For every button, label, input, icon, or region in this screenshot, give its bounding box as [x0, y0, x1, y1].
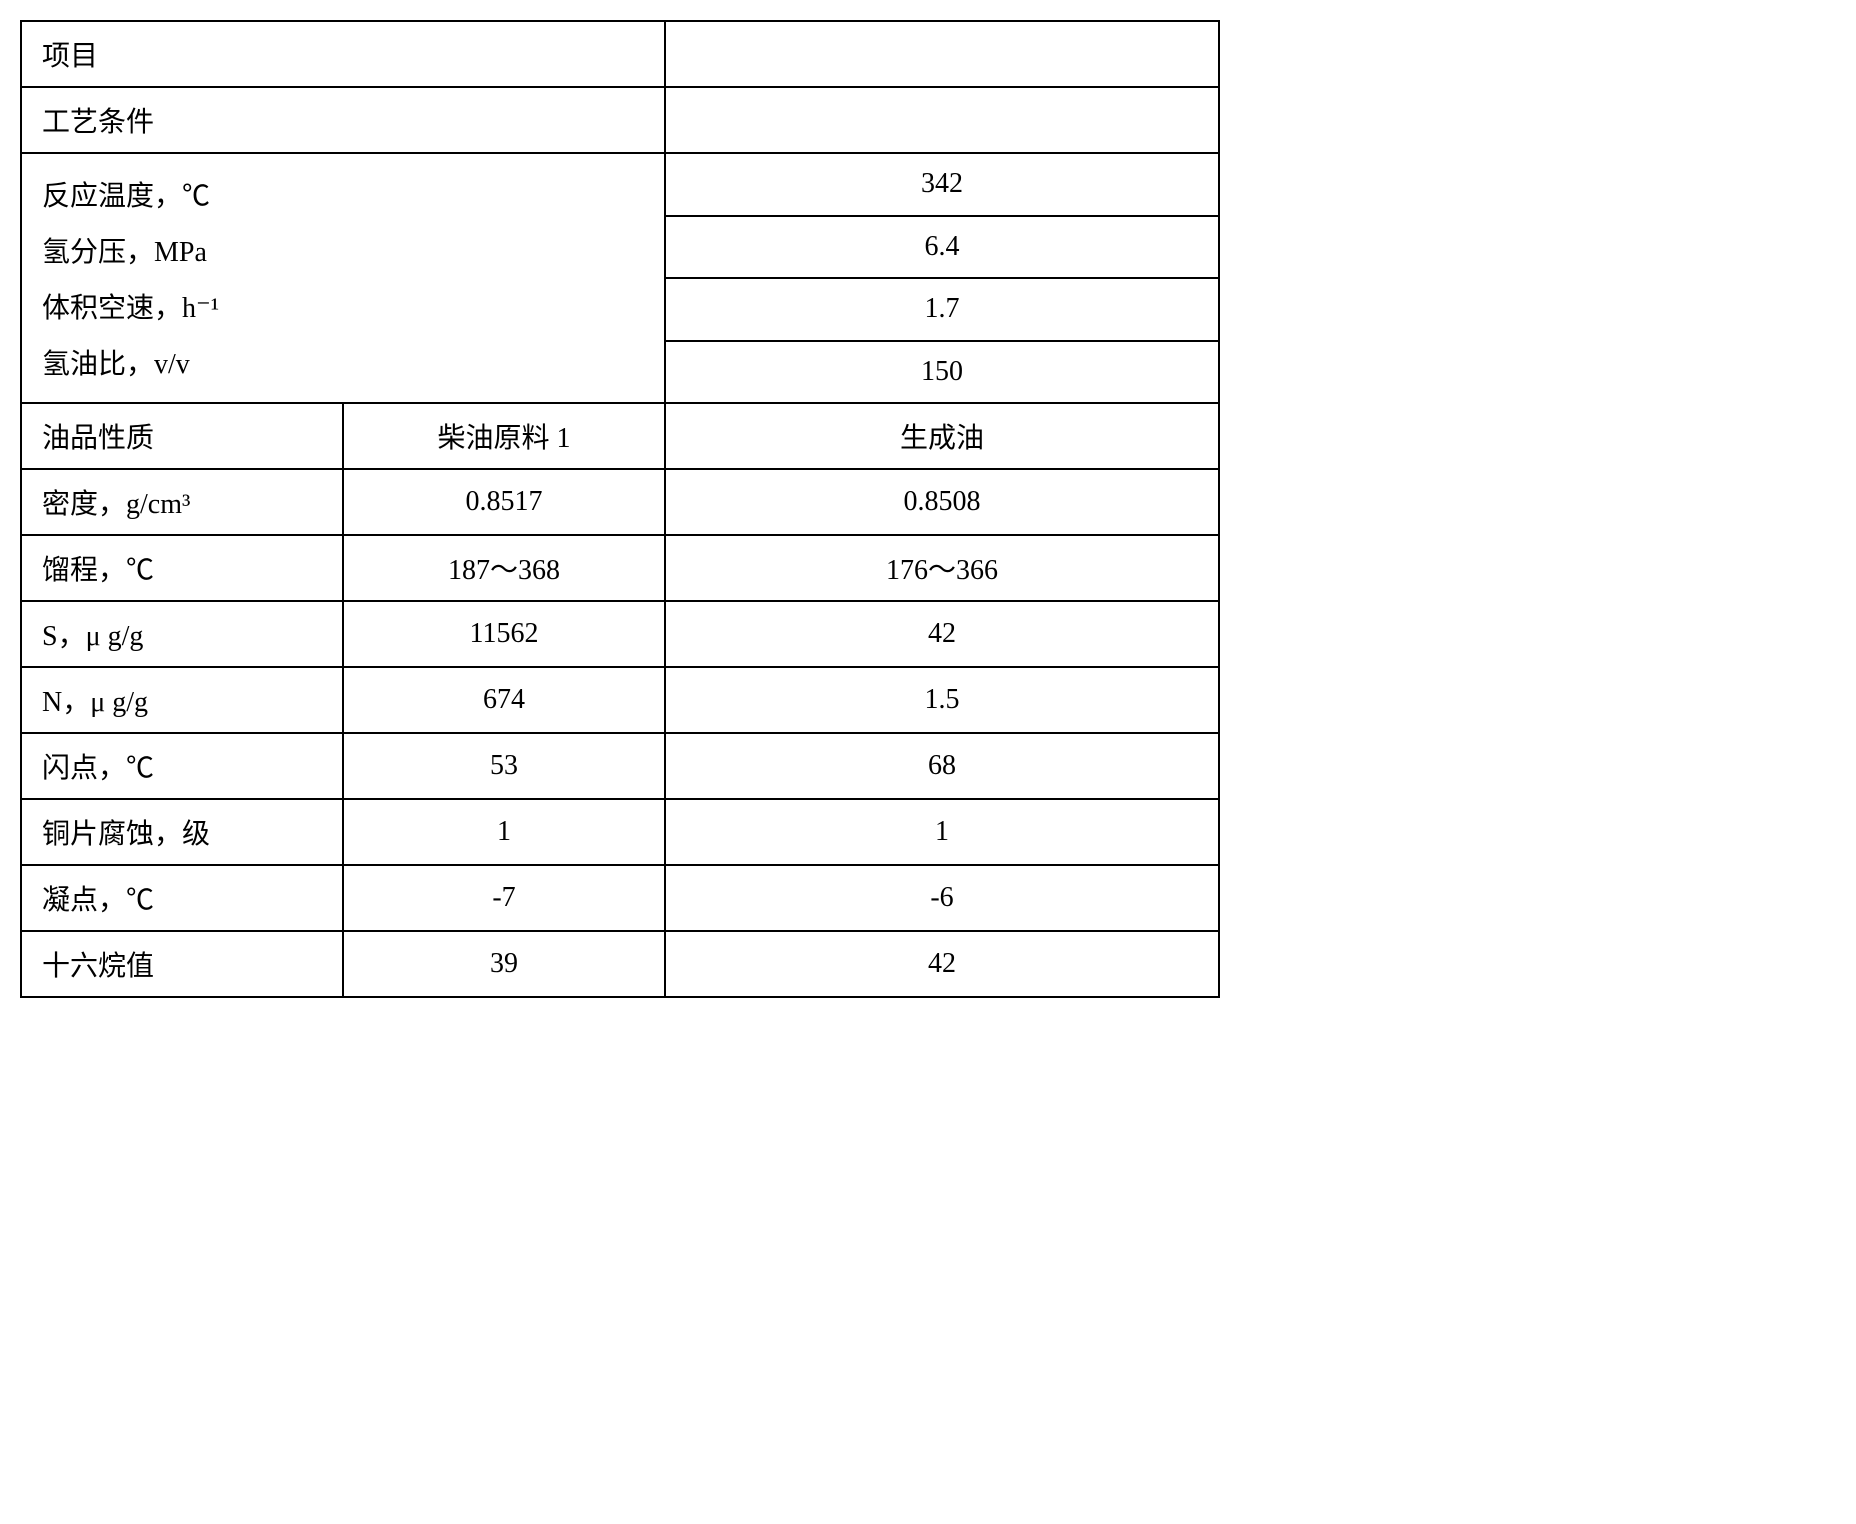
- prop-v2-4: 68: [665, 733, 1219, 799]
- section2-col3: 生成油: [665, 403, 1219, 469]
- prop-v1-0: 0.8517: [343, 469, 665, 535]
- prop-label-7: 十六烷值: [21, 931, 343, 997]
- prop-v1-2: 11562: [343, 601, 665, 667]
- conditions-labels: 反应温度，℃ 氢分压，MPa 体积空速，h⁻¹ 氢油比，v/v: [21, 153, 665, 403]
- section2-col1: 油品性质: [21, 403, 343, 469]
- cond-value-0: 342: [665, 153, 1219, 216]
- prop-row-6: 凝点，℃ -7 -6: [21, 865, 1219, 931]
- condition-row-0: 反应温度，℃ 氢分压，MPa 体积空速，h⁻¹ 氢油比，v/v 342: [21, 153, 1219, 216]
- prop-row-1: 馏程，℃ 187～368 176～366: [21, 535, 1219, 601]
- prop-v1-7: 39: [343, 931, 665, 997]
- section2-col2: 柴油原料 1: [343, 403, 665, 469]
- section1-empty: [665, 87, 1219, 153]
- prop-label-0: 密度，g/cm³: [21, 469, 343, 535]
- prop-v1-6: -7: [343, 865, 665, 931]
- prop-v2-2: 42: [665, 601, 1219, 667]
- cond-label-3: 氢油比，v/v: [42, 334, 644, 390]
- prop-label-2: S，μ g/g: [21, 601, 343, 667]
- prop-row-0: 密度，g/cm³ 0.8517 0.8508: [21, 469, 1219, 535]
- cond-label-0: 反应温度，℃: [42, 166, 644, 222]
- cond-label-2: 体积空速，h⁻¹: [42, 278, 644, 334]
- cond-value-3: 150: [665, 341, 1219, 404]
- prop-row-3: N，μ g/g 674 1.5: [21, 667, 1219, 733]
- header-col2: [665, 21, 1219, 87]
- data-table: 项目 工艺条件 反应温度，℃ 氢分压，MPa 体积空速，h⁻¹ 氢油比，v/v …: [20, 20, 1220, 998]
- cond-value-1: 6.4: [665, 216, 1219, 279]
- prop-row-2: S，μ g/g 11562 42: [21, 601, 1219, 667]
- prop-v2-0: 0.8508: [665, 469, 1219, 535]
- cond-label-1: 氢分压，MPa: [42, 222, 644, 278]
- prop-v2-7: 42: [665, 931, 1219, 997]
- prop-v2-5: 1: [665, 799, 1219, 865]
- header-row: 项目: [21, 21, 1219, 87]
- section1-row: 工艺条件: [21, 87, 1219, 153]
- prop-label-4: 闪点，℃: [21, 733, 343, 799]
- prop-label-6: 凝点，℃: [21, 865, 343, 931]
- prop-v2-1: 176～366: [665, 535, 1219, 601]
- prop-v1-4: 53: [343, 733, 665, 799]
- prop-v1-3: 674: [343, 667, 665, 733]
- section2-row: 油品性质 柴油原料 1 生成油: [21, 403, 1219, 469]
- prop-v1-5: 1: [343, 799, 665, 865]
- prop-row-5: 铜片腐蚀，级 1 1: [21, 799, 1219, 865]
- prop-v2-6: -6: [665, 865, 1219, 931]
- prop-label-5: 铜片腐蚀，级: [21, 799, 343, 865]
- prop-row-4: 闪点，℃ 53 68: [21, 733, 1219, 799]
- prop-row-7: 十六烷值 39 42: [21, 931, 1219, 997]
- header-col1: 项目: [21, 21, 665, 87]
- cond-value-2: 1.7: [665, 278, 1219, 341]
- prop-label-3: N，μ g/g: [21, 667, 343, 733]
- prop-label-1: 馏程，℃: [21, 535, 343, 601]
- section1-title: 工艺条件: [21, 87, 665, 153]
- prop-v2-3: 1.5: [665, 667, 1219, 733]
- prop-v1-1: 187～368: [343, 535, 665, 601]
